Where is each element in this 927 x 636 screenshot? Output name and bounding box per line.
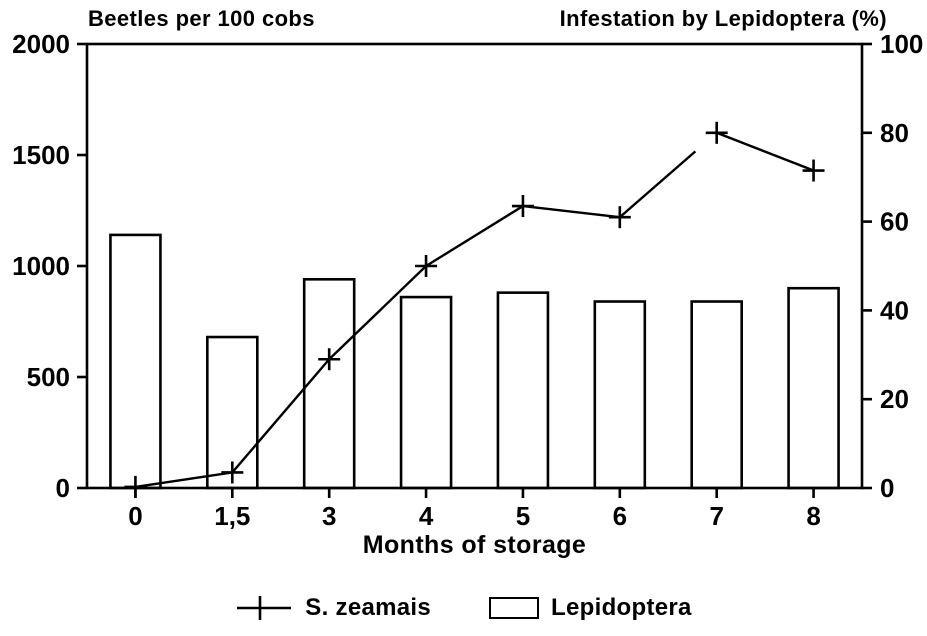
- x-tick-label: 0: [128, 501, 142, 531]
- bar: [593, 300, 647, 490]
- y-left-tick-label: 0: [56, 473, 70, 503]
- bar: [496, 291, 550, 490]
- right-axis-title: Infestation by Lepidoptera (%): [559, 6, 887, 31]
- y-left-tick-label: 500: [27, 362, 70, 392]
- x-tick-label: 7: [709, 501, 723, 531]
- x-tick-label: 4: [419, 501, 434, 531]
- bar: [690, 300, 743, 490]
- series-line-segment: [425, 205, 524, 268]
- legend-label-s-zeamais: S. zeamais: [305, 594, 432, 621]
- x-tick-label: 6: [613, 501, 627, 531]
- line-plus-marker-icon: [237, 596, 292, 620]
- legend-item-s-zeamais: S. zeamais: [235, 594, 431, 622]
- series-line-segment: [135, 471, 233, 489]
- x-tick-label: 8: [806, 501, 820, 531]
- bar: [109, 233, 162, 490]
- y-right-tick-label: 60: [880, 207, 909, 237]
- y-left-tick-label: 2000: [12, 29, 70, 59]
- y-right-tick-label: 100: [880, 29, 923, 59]
- left-axis-title: Beetles per 100 cobs: [88, 6, 315, 31]
- y-right-tick-label: 20: [880, 384, 909, 414]
- y-right-tick-label: 0: [880, 473, 894, 503]
- bar: [787, 286, 840, 490]
- y-right-tick-label: 80: [880, 118, 909, 148]
- x-tick-label: 1,5: [214, 501, 250, 531]
- y-left-tick-label: 1000: [12, 251, 70, 281]
- y-left-tick-label: 1500: [12, 140, 70, 170]
- series-line-segment: [716, 131, 814, 172]
- x-tick-label: 5: [516, 501, 530, 531]
- y-right-tick-label: 40: [880, 295, 909, 325]
- legend: S. zeamais Lepidoptera: [0, 594, 927, 622]
- series-line-segment: [328, 265, 427, 361]
- series-line-segment: [619, 150, 697, 219]
- legend-label-lepidoptera: Lepidoptera: [551, 594, 692, 621]
- series-line-segment: [522, 204, 620, 219]
- plot-frame: [85, 42, 864, 490]
- x-axis-title: Months of storage: [362, 531, 587, 559]
- bar-swatch-icon: [489, 597, 540, 619]
- series-line-segment: [231, 358, 331, 474]
- bar: [399, 295, 453, 490]
- bar: [302, 278, 356, 490]
- x-tick-label: 3: [322, 501, 336, 531]
- legend-item-lepidoptera: Lepidoptera: [489, 594, 692, 622]
